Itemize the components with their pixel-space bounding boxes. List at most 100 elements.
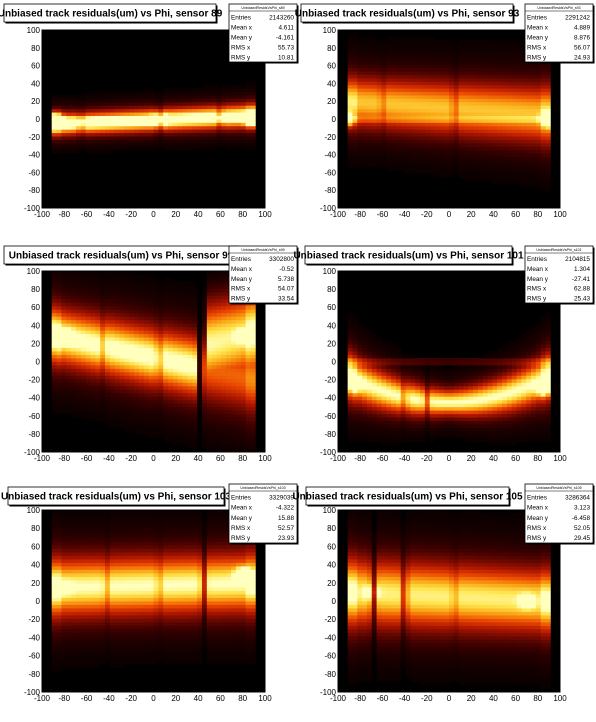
heatmap-cell [201,396,208,401]
heatmap-cell [357,368,363,373]
heatmap-cell [400,91,406,96]
heatmap-cell [226,354,232,359]
heatmap-cell [168,132,174,137]
heatmap-cell [395,396,402,401]
heatmap-cell [216,271,222,275]
heatmap-cell [502,77,508,82]
heatmap-cell [424,64,431,69]
heatmap-cell [250,119,256,123]
heatmap-cell [90,351,96,355]
heatmap-cell [473,112,479,116]
y-tick-label: -40 [324,151,336,160]
heatmap-cell [201,330,208,335]
heatmap-cell [240,323,247,328]
heatmap-cell [75,132,82,137]
heatmap-cell [531,77,537,82]
chart-panel-2: -100 -80 -60 -40 -20 0 20 40 60 80 100100806040200… [295,3,595,219]
heatmap-cell [56,288,62,293]
heatmap-cell [61,122,67,127]
heatmap-cell [158,375,164,380]
heatmap-cell [366,98,373,103]
heatmap-cell [172,347,179,352]
heatmap-cell [240,316,247,321]
heatmap-cell [391,105,397,110]
heatmap-cell [163,330,169,335]
heatmap-cell [240,309,247,314]
heatmap-cell [114,302,120,307]
heatmap-cell [71,385,77,390]
heatmap-cell [362,351,368,355]
heatmap-cell [231,410,237,415]
heatmap-cell [235,142,242,147]
heatmap-cell [201,305,208,310]
heatmap-cell [105,312,111,317]
heatmap-cell [134,95,140,99]
heatmap-cell [100,413,106,418]
heatmap-cell [347,385,353,390]
heatmap-cell [347,95,353,99]
heatmap-cell [391,108,397,113]
heatmap-cell [80,385,87,390]
heatmap-cell [182,146,188,151]
heatmap-cell [129,323,135,328]
heatmap-cell [540,142,546,147]
heatmap-cell [51,129,57,134]
heatmap-cell [347,149,353,154]
heatmap-cell [182,392,188,397]
heatmap-cell [61,385,67,390]
heatmap-cell [138,132,145,137]
heatmap-cell [100,298,106,303]
heatmap-cell [347,132,353,137]
heatmap-cell [75,375,82,380]
heatmap-cell [545,184,551,188]
heatmap-cell [201,441,208,446]
heatmap-cell [366,333,373,338]
heatmap-cell [473,67,479,72]
heatmap-cell [458,77,464,82]
heatmap-cell [71,112,77,116]
heatmap-cell [381,84,387,89]
heatmap-cell [80,274,87,279]
heatmap-cell [381,347,387,352]
heatmap-cell [526,88,532,93]
heatmap-cell [497,166,503,171]
heatmap-cell [487,170,493,175]
heatmap-cell [66,368,72,373]
heatmap-cell [366,81,373,86]
heatmap-cell [540,81,546,86]
heatmap-cell [95,413,101,418]
heatmap-cell [148,129,154,134]
heatmap-cell [163,125,169,130]
heatmap-cell [85,101,91,106]
heatmap-cell [468,166,474,171]
heatmap-cell [434,125,440,130]
heatmap-cell [516,112,522,116]
heatmap-cell [124,316,130,321]
x-tick-label: 60 [511,210,520,219]
heatmap-cell [211,91,217,96]
heatmap-cell [362,119,368,123]
heatmap-cell [143,375,150,380]
heatmap-cell [381,47,387,51]
heatmap-cell [231,368,237,373]
heatmap-cell [386,358,392,362]
heatmap-cell [158,326,164,331]
heatmap-cell [95,305,101,310]
heatmap-cell [395,160,402,164]
heatmap-cell [502,105,508,110]
heatmap-cell [134,382,140,387]
heatmap-cell [66,364,72,369]
heatmap-cell [143,420,150,425]
heatmap-cell [502,95,508,99]
heatmap-cell [400,136,406,140]
heatmap-cell [376,427,382,432]
heatmap-cell [105,389,111,394]
heatmap-cell [100,95,106,99]
heatmap-cell [216,378,222,383]
heatmap-cell [85,95,91,99]
heatmap-cell [153,434,159,439]
heatmap-cell [192,333,198,338]
heatmap-cell [366,132,373,137]
heatmap-cell [226,309,232,314]
heatmap-cell [221,122,227,127]
